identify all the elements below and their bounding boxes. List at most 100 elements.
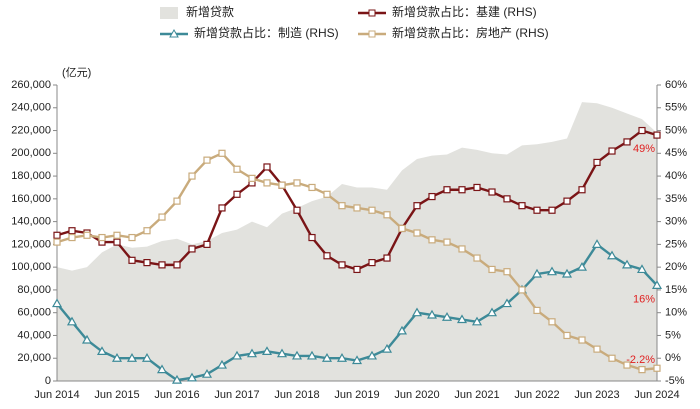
point — [488, 265, 496, 274]
point — [531, 268, 543, 278]
point — [233, 165, 241, 173]
y-tick-label: 160,000 — [11, 193, 51, 205]
point — [126, 353, 138, 362]
point — [141, 353, 153, 362]
point — [533, 306, 541, 315]
point — [323, 252, 331, 260]
point — [411, 307, 423, 317]
point — [111, 353, 123, 362]
y-tick-label: 20,000 — [17, 352, 51, 364]
point — [501, 298, 513, 308]
y-tick-label: 260,000 — [11, 79, 51, 91]
point — [398, 224, 406, 233]
point — [396, 325, 408, 335]
point — [143, 259, 151, 267]
point — [53, 231, 61, 239]
point — [563, 331, 571, 340]
point — [623, 138, 631, 146]
legend-label: 新增贷款占比：房地产 (RHS) — [392, 25, 549, 40]
x-tick-label: Jun 2018 — [274, 389, 319, 401]
y2-tick-label: 50% — [665, 124, 687, 136]
point — [263, 163, 271, 171]
point — [96, 346, 108, 355]
point — [293, 179, 301, 187]
point — [203, 156, 211, 164]
point — [623, 361, 631, 369]
point — [426, 309, 438, 319]
legend-label: 新增贷款占比：制造 (RHS) — [194, 25, 339, 40]
point — [353, 204, 361, 212]
point — [653, 364, 661, 372]
x-tick-label: Jun 2021 — [454, 389, 499, 401]
point — [518, 286, 526, 294]
point — [548, 318, 556, 326]
y2-tick-label: -5% — [665, 375, 685, 387]
point — [351, 355, 363, 365]
y2-tick-label: 55% — [665, 102, 687, 114]
point — [381, 343, 393, 353]
point — [51, 298, 63, 308]
point — [591, 239, 603, 248]
point — [443, 238, 451, 246]
point — [608, 354, 616, 362]
y2-tick-label: 5% — [665, 329, 681, 341]
point — [216, 359, 228, 369]
x-tick-label: Jun 2014 — [34, 389, 79, 401]
point — [173, 261, 181, 269]
point — [128, 233, 136, 242]
legend-label: 新增贷款占比：基建 (RHS) — [392, 4, 537, 19]
point — [443, 186, 451, 194]
point — [428, 236, 436, 244]
area-layer — [57, 102, 657, 382]
point — [353, 265, 361, 274]
point — [308, 183, 316, 192]
point — [263, 179, 271, 187]
area — [57, 102, 657, 382]
point — [68, 227, 76, 235]
y-tick-label: 100,000 — [11, 261, 51, 273]
point — [233, 190, 241, 198]
point — [593, 345, 601, 353]
y-tick-label: 220,000 — [11, 124, 51, 136]
y2-tick-label: 0% — [665, 352, 681, 364]
y-tick-label: 180,000 — [11, 170, 51, 182]
y-tick-label: 60,000 — [17, 307, 51, 319]
point — [636, 264, 648, 274]
point — [366, 350, 378, 360]
point — [368, 206, 376, 214]
point — [486, 307, 498, 317]
point — [276, 348, 288, 358]
y-tick-label: 0 — [45, 375, 51, 387]
point — [173, 197, 181, 205]
legend-marker — [169, 28, 179, 38]
y-tick-label: 200,000 — [11, 147, 51, 159]
point — [428, 192, 436, 201]
y2-tick-label: 10% — [665, 307, 687, 319]
value-label: 49% — [633, 143, 655, 155]
y-tick-label: 80,000 — [17, 284, 51, 296]
point — [336, 353, 348, 362]
point — [458, 245, 466, 253]
point — [456, 314, 468, 324]
x-tick-label: Jun 2020 — [394, 389, 439, 401]
point — [203, 240, 211, 248]
point — [503, 268, 511, 276]
value-label: 16% — [633, 293, 655, 305]
point — [81, 334, 93, 344]
x-tick-label: Jun 2022 — [514, 389, 559, 401]
point — [578, 336, 586, 344]
y-tick-label: 40,000 — [17, 329, 51, 341]
point — [171, 374, 183, 384]
line-layer: 49% 16% -2.2% — [51, 126, 663, 384]
point — [306, 350, 318, 360]
point — [68, 233, 76, 242]
point — [651, 280, 663, 289]
point — [113, 238, 121, 246]
point — [533, 206, 541, 214]
point — [201, 368, 213, 378]
point — [261, 346, 273, 355]
point — [368, 259, 376, 267]
point — [563, 197, 571, 205]
x-tick-label: Jun 2016 — [154, 389, 199, 401]
